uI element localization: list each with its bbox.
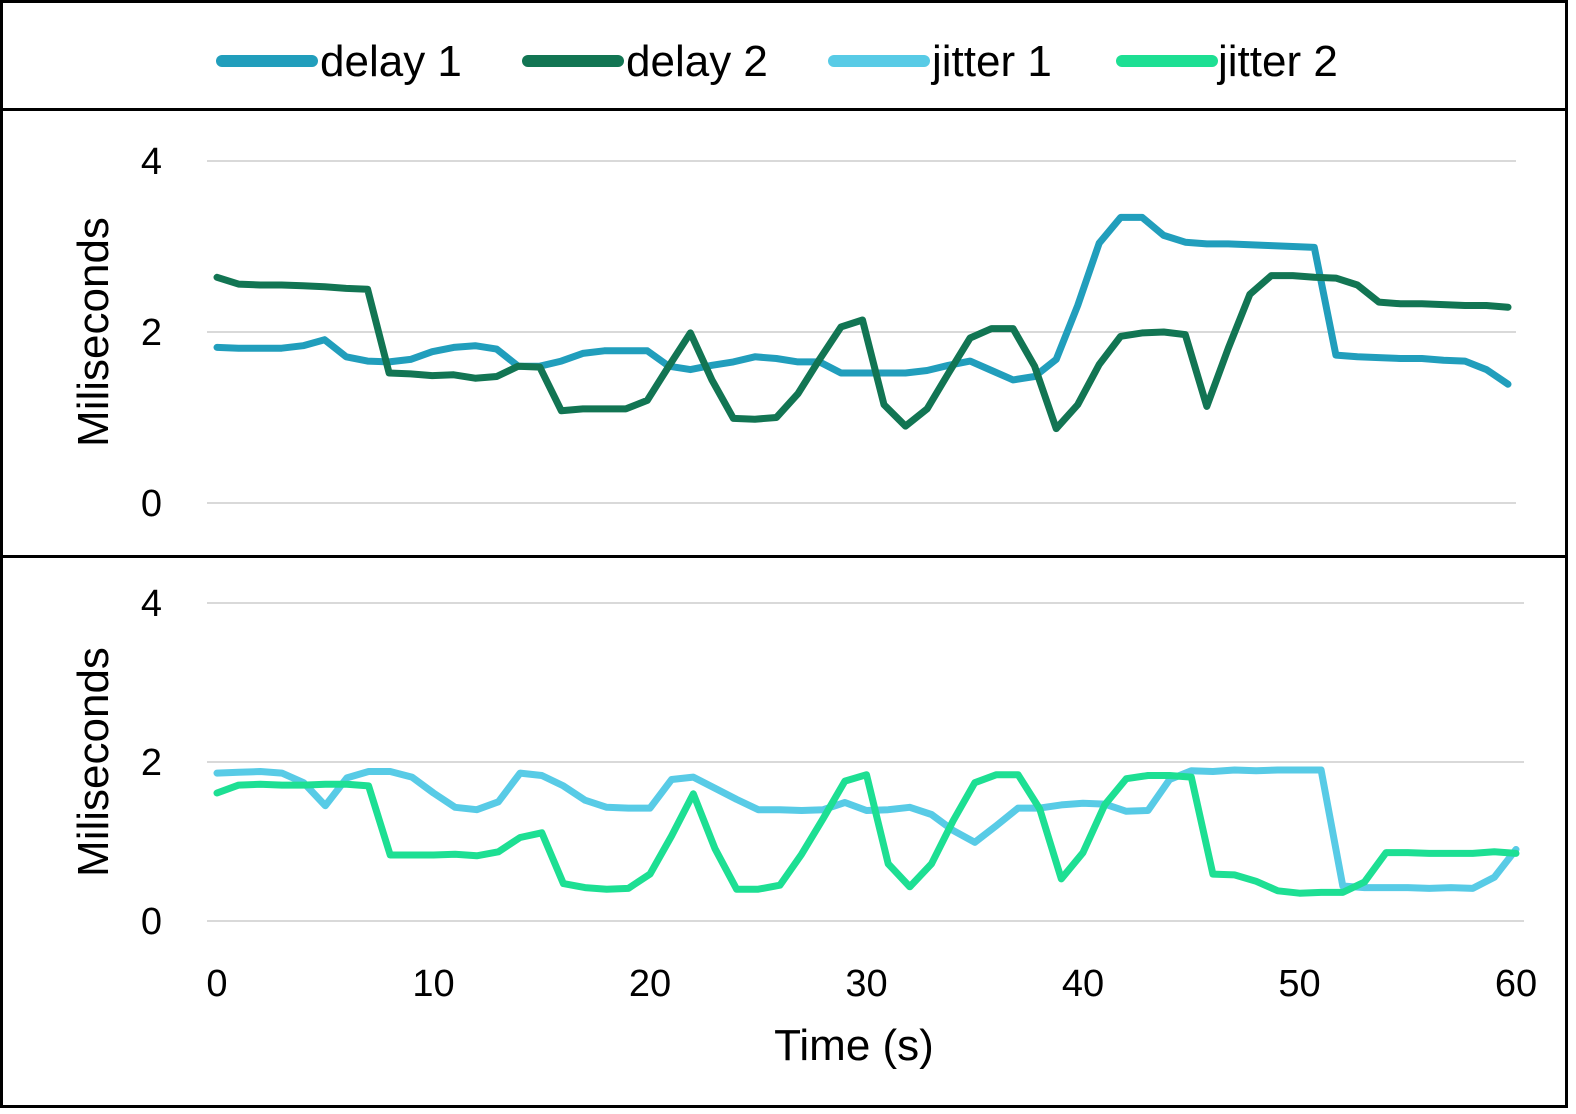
jitter-panel-x-ticks: 0 10 20 30 40 50 60: [206, 963, 1537, 1005]
legend-label-3: jitter 2: [1216, 37, 1338, 86]
x-tick-label: 10: [412, 963, 454, 1005]
delay-panel-series: [213, 213, 1512, 433]
delay-panel-y-tick-label: 2: [141, 312, 162, 354]
jitter-panel-series: [213, 766, 1520, 897]
delay-panel-y-axis-title: Miliseconds: [69, 217, 118, 447]
x-tick-label: 30: [845, 963, 887, 1005]
x-tick-label: 0: [206, 963, 227, 1005]
legend-item-0: delay 1: [216, 37, 462, 86]
jitter-panel-y-axis-title: Miliseconds: [69, 647, 118, 877]
jitter-panel-y-tick-label: 0: [141, 901, 162, 943]
delay-panel-y-ticks: 0 2 4: [141, 141, 162, 525]
delay-panel: Miliseconds 0 2 4: [0, 108, 1568, 558]
jitter-panel: Miliseconds 0 2 4 0 10 20 30 40 50 60 Time (s): [0, 555, 1568, 1108]
jitter-panel-y-tick-label: 4: [141, 583, 162, 625]
series-line-delay-2: [213, 272, 1512, 433]
x-tick-label: 20: [629, 963, 671, 1005]
series-line-jitter-1: [213, 766, 1520, 892]
legend-label-2: jitter 1: [930, 37, 1052, 86]
legend-label-0: delay 1: [320, 37, 462, 86]
jitter-panel-grid: [207, 602, 1524, 922]
legend-item-2: jitter 1: [828, 37, 1052, 86]
jitter-panel-y-tick-label: 2: [141, 742, 162, 784]
delay-panel-y-tick-label: 4: [141, 141, 162, 183]
jitter-panel-y-ticks: 0 2 4: [141, 583, 162, 943]
jitter-panel-frame: [0, 555, 1568, 1108]
x-tick-label: 40: [1062, 963, 1104, 1005]
legend-item-1: delay 2: [522, 37, 768, 86]
delay-panel-y-tick-label: 0: [141, 483, 162, 525]
series-line-delay-1: [213, 213, 1512, 388]
delay-panel-grid: [207, 160, 1516, 504]
legend-label-1: delay 2: [626, 37, 768, 86]
x-tick-label: 60: [1495, 963, 1537, 1005]
series-line-jitter-2: [213, 771, 1520, 897]
legend: delay 1 delay 2 jitter 1 jitter 2: [0, 0, 1568, 111]
x-axis-title: Time (s): [774, 1021, 934, 1070]
x-tick-label: 50: [1278, 963, 1320, 1005]
legend-item-3: jitter 2: [1116, 37, 1338, 86]
